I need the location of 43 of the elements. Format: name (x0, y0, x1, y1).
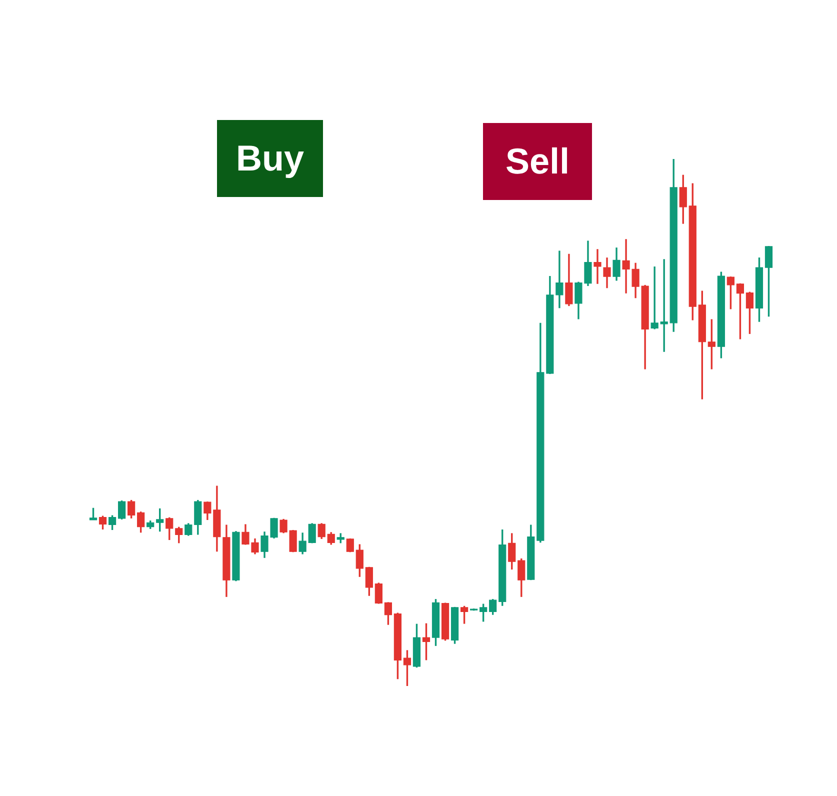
candlestick (480, 602, 488, 623)
candlestick (89, 507, 98, 521)
candlestick (318, 522, 326, 540)
candlestick (594, 248, 602, 285)
candlestick (565, 253, 573, 307)
candlestick (175, 526, 183, 544)
candlestick (308, 522, 316, 544)
candlestick (736, 282, 744, 340)
candlestick (374, 582, 382, 605)
candlestick (460, 605, 468, 625)
annotation: Sell (505, 140, 570, 182)
candlestick (650, 266, 658, 330)
candlestick (612, 246, 620, 282)
candlestick (184, 522, 192, 537)
candlestick (327, 531, 335, 546)
candlestick (746, 290, 754, 335)
candlestick (603, 256, 611, 289)
candlestick (679, 174, 687, 225)
candlestick (556, 250, 564, 309)
candlestick (108, 514, 116, 531)
candlestick (156, 508, 164, 532)
candlestick (489, 598, 497, 616)
candlestick (708, 318, 716, 370)
candlestick (204, 500, 212, 521)
candlestick (298, 532, 306, 556)
candlestick (764, 245, 773, 318)
candlestick (365, 566, 373, 597)
candlestick (422, 622, 430, 662)
candlestick (384, 601, 392, 626)
candlestick (166, 516, 174, 541)
candlestick (336, 532, 344, 544)
candlestick (98, 514, 107, 530)
annotation: Buy (236, 138, 304, 178)
candlestick (508, 532, 516, 570)
candlestick (726, 276, 734, 310)
candlestick (194, 499, 202, 536)
candlestick (518, 558, 526, 598)
candlestick (403, 649, 412, 687)
candlestick (660, 258, 668, 353)
candlestick (137, 510, 145, 534)
candlestick (118, 500, 126, 520)
candlestick (356, 543, 364, 578)
candlestick (128, 499, 136, 520)
